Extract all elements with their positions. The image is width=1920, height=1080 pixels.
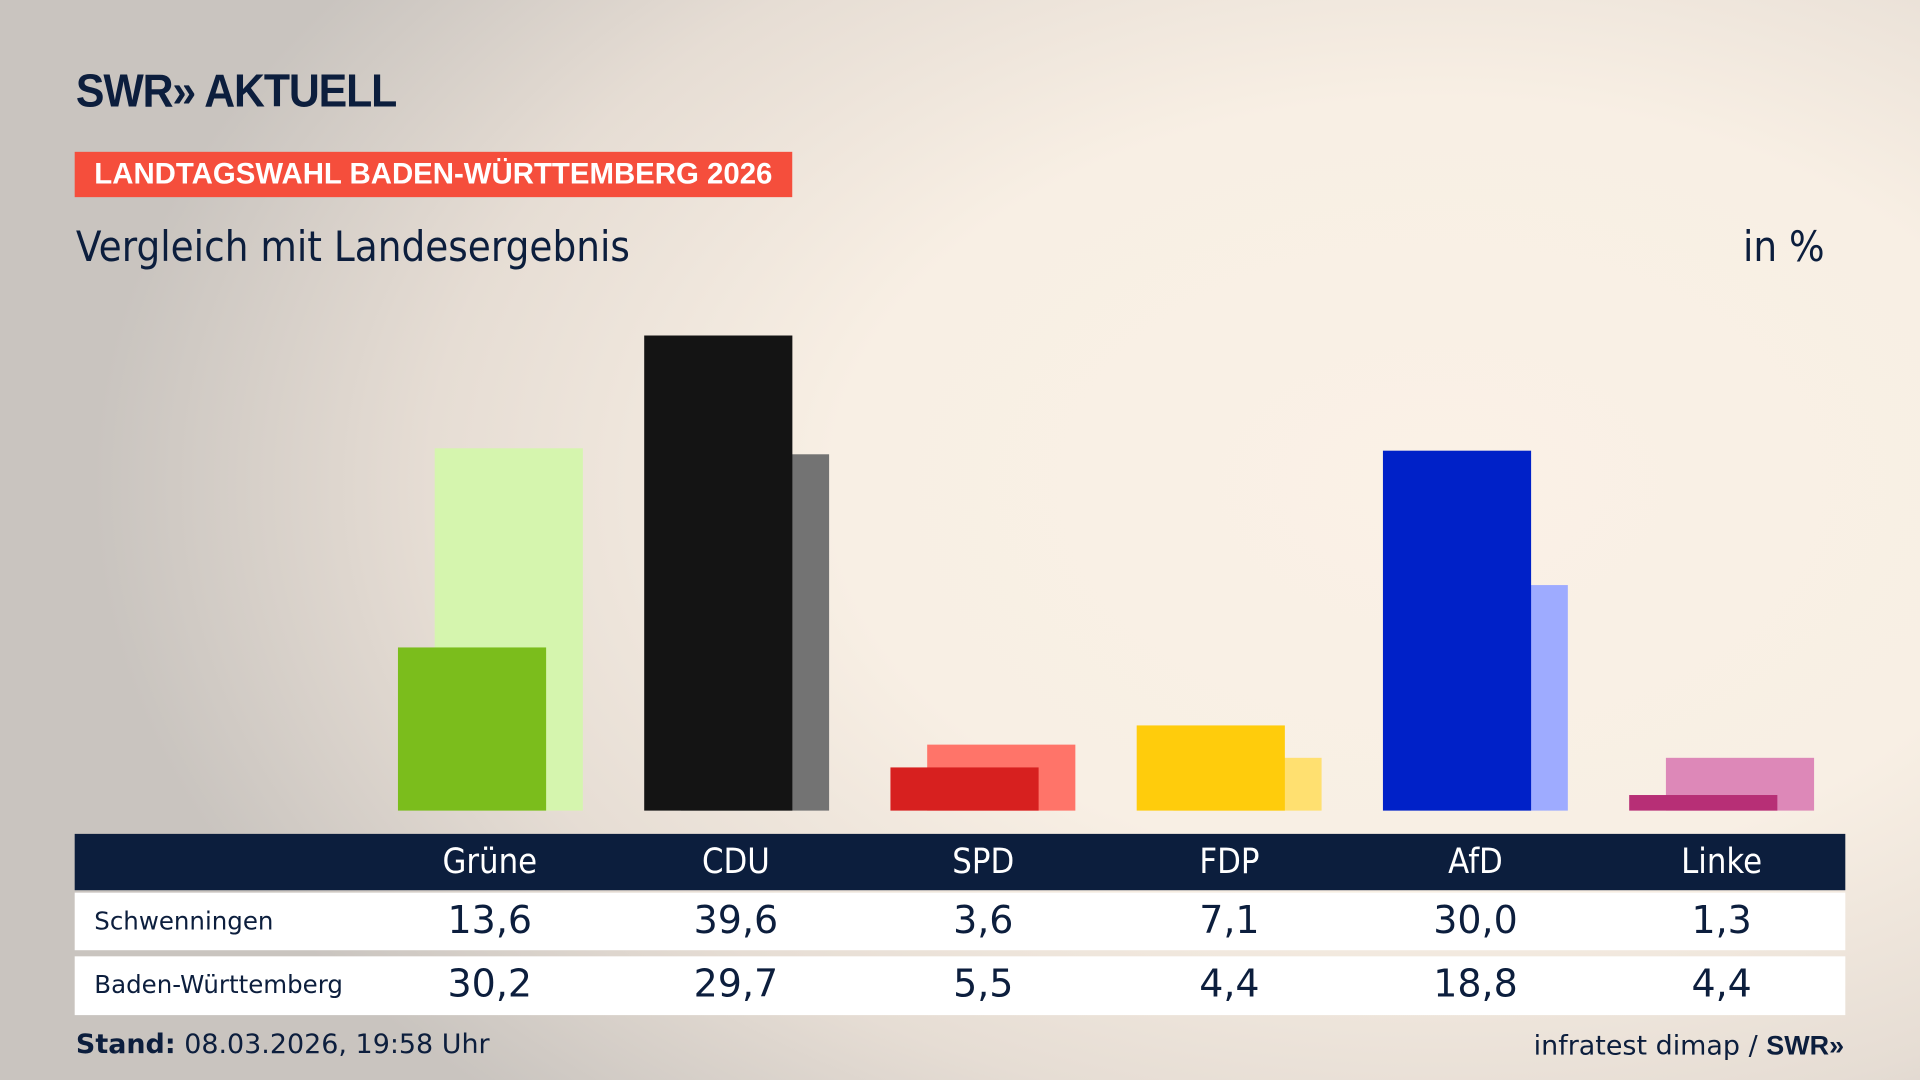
swr-aktuell-logo: SWR» AKTUELL — [75, 66, 397, 118]
header-gruene: Grüne — [442, 841, 538, 882]
bar-chart — [397, 335, 1815, 811]
swr-logo: SWR» — [1766, 1029, 1845, 1061]
header-cdu: CDU — [701, 841, 770, 882]
table-cell: 3,6 — [953, 898, 1014, 943]
results-table: Grüne CDU SPD FDP AfD Linke Schwenningen… — [74, 833, 1846, 1016]
header-afd: AfD — [1448, 841, 1503, 882]
table-header: Grüne CDU SPD FDP AfD Linke — [74, 833, 1846, 891]
chart-subtitle: Vergleich mit Landesergebnis — [75, 222, 630, 272]
table-cell: 7,1 — [1199, 898, 1260, 943]
election-banner: LANDTAGSWAHL BADEN-WÜRTTEMBERG 2026 — [74, 151, 792, 198]
header-spd: SPD — [952, 841, 1015, 882]
source: infratest dimap / SWR» — [1534, 1030, 1844, 1062]
row-label: Schwenningen — [94, 906, 274, 936]
table-cell: 4,4 — [1199, 962, 1260, 1007]
header-linke: Linke — [1681, 841, 1763, 882]
bar-local-spd — [890, 767, 1039, 811]
table-row: Schwenningen 13,6 39,6 3,6 7,1 30,0 1,3 — [74, 892, 1846, 951]
stand-value: 08.03.2026, 19:58 Uhr — [184, 1029, 490, 1061]
table-cell: 5,5 — [953, 962, 1014, 1007]
bar-local-afd — [1382, 450, 1532, 811]
source-text: infratest dimap / — [1533, 1031, 1758, 1062]
bar-local-linke — [1629, 795, 1778, 811]
unit-label: in % — [1742, 222, 1825, 272]
row-label: Baden-Württemberg — [94, 969, 343, 1000]
table-cell: 1,3 — [1691, 898, 1752, 943]
table-cell: 4,4 — [1691, 962, 1752, 1007]
table-cell: 29,7 — [693, 962, 779, 1007]
header-fdp: FDP — [1199, 841, 1260, 882]
table-cell: 30,0 — [1433, 898, 1518, 943]
bar-local-cdu — [644, 335, 793, 811]
table-cell: 18,8 — [1433, 962, 1518, 1007]
table-cell: 39,6 — [693, 898, 779, 943]
bar-local-gruene — [397, 647, 547, 811]
table-row: Baden-Württemberg 30,2 29,7 5,5 4,4 18,8… — [74, 956, 1846, 1016]
bar-local-fdp — [1136, 725, 1285, 811]
table-cell: 30,2 — [447, 962, 533, 1007]
stand-label: Stand: — [75, 1029, 176, 1061]
table-cell: 13,6 — [447, 898, 533, 943]
timestamp: Stand: 08.03.2026, 19:58 Uhr — [76, 1030, 490, 1061]
